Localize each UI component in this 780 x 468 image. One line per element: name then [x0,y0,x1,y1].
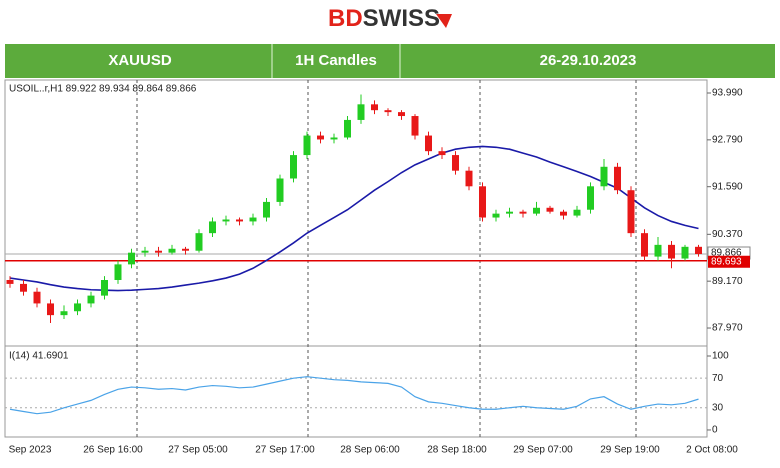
candle-body [695,246,702,254]
timeframe: 1H Candles [295,52,377,69]
candle-body [573,209,581,216]
symbol-info: USOIL..r,H1 89.922 89.934 89.864 89.866 [9,84,197,95]
rsi-tick-label: 30 [712,402,724,413]
candle-body [641,233,648,257]
candle-body [425,135,432,152]
x-tick-label: 26 Sep 16:00 [83,445,143,456]
candle-body [681,246,689,259]
rsi-tick-label: 100 [712,351,729,362]
y-tick-label: 87.970 [712,323,743,334]
candle-body [398,112,405,117]
candle-body [209,221,216,234]
candle-body [182,248,189,251]
x-tick-label: 28 Sep 18:00 [427,445,487,456]
y-tick-label: 90.370 [712,229,743,240]
candle-body [479,186,486,218]
candle-body [587,186,594,210]
candle-body [371,104,378,111]
candle-body [465,170,473,187]
candle-body [627,190,635,234]
x-tick-label: 29 Sep 19:00 [600,445,660,456]
candle-body [654,244,662,257]
candle-body [33,291,41,304]
hline-label: 89.693 [711,256,742,267]
candle-body [452,155,459,171]
candle-body [6,279,14,284]
rsi-label: I(14) 41.6901 [9,351,69,362]
candle-body [560,211,567,216]
candle-body [195,233,203,251]
candle-body [168,248,176,253]
y-tick-label: 93.990 [712,88,743,99]
x-tick-label: 27 Sep 17:00 [255,445,315,456]
candle-body [276,178,284,202]
candle-body [155,250,162,253]
candle-body [303,135,311,156]
candle-body [344,119,351,138]
symbol: XAUUSD [108,52,172,69]
candle-body [101,279,108,296]
candle-body [546,207,554,212]
logo: BDSWISS [328,5,440,32]
logo-bd: BD [328,5,363,32]
candle-body [411,116,419,136]
candle-body [141,250,149,253]
banner [5,44,775,78]
candle-body [87,295,95,304]
candle-body [114,264,122,280]
y-tick-label: 89.170 [712,276,743,287]
candle-body [614,166,621,191]
candle-body [236,219,243,222]
candle-body [357,104,365,120]
rsi-tick-label: 70 [712,373,724,384]
candle-body [47,303,54,316]
rsi-tick-label: 0 [712,425,718,436]
candle-body [128,252,135,265]
y-tick-label: 91.590 [712,181,743,192]
candle-body [317,135,324,140]
last-price-label: 89.866 [711,248,742,259]
moving-average [9,145,699,292]
logo-swiss: SWISS [363,5,440,32]
candle-body [519,211,527,214]
candle-body [492,213,500,218]
candle-body [506,211,513,214]
x-tick-label: 27 Sep 05:00 [168,445,228,456]
x-tick-label: 29 Sep 07:00 [513,445,573,456]
candle-body [668,244,675,259]
x-tick-label: 2 Oct 08:00 [686,445,738,456]
candle-body [249,217,257,222]
candle-body [290,155,297,179]
candle-body [330,137,338,140]
plot-frame [4,79,708,438]
hline-box [708,255,750,268]
date-range: 26-29.10.2023 [540,52,637,69]
candle-body [533,207,540,214]
x-tick-label: 28 Sep 06:00 [340,445,400,456]
candle-body [74,303,81,312]
rsi-line [9,376,699,415]
x-tick-label: Sep 2023 [9,445,52,456]
candle-body [60,311,68,316]
candle-body [222,219,230,222]
candle-body [438,151,446,156]
logo-arrow [436,14,452,28]
candle-body [263,201,270,218]
candle-body [20,283,27,292]
candle-body [600,166,608,187]
y-tick-label: 92.790 [712,134,743,145]
candle-body [384,110,392,113]
